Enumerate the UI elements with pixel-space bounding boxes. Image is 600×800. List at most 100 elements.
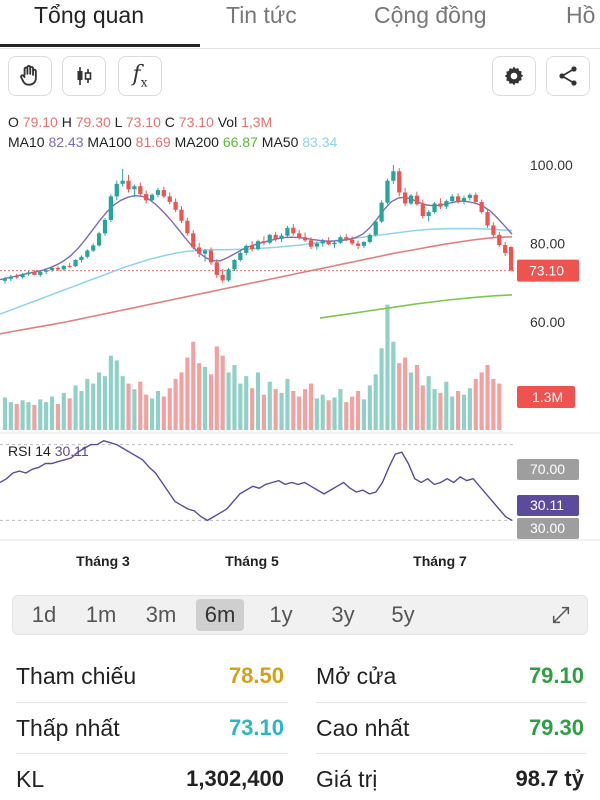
settings-button[interactable] (492, 56, 536, 96)
chart-type-button[interactable] (62, 56, 106, 96)
divider (316, 753, 586, 754)
volume-bar (414, 365, 419, 430)
tham-chieu-value: 78.50 (228, 663, 284, 688)
tab-tin-tuc[interactable]: Tin tức (226, 2, 297, 28)
volume-bar (214, 346, 219, 430)
candle-body (391, 171, 396, 181)
candle-body (302, 237, 308, 241)
candle-body (367, 234, 372, 242)
candle-body (55, 267, 61, 270)
volume-bar (461, 394, 467, 430)
volume-bar (232, 365, 237, 430)
volume-bar (49, 396, 55, 430)
volume-bar (250, 388, 255, 430)
drawing-tool-button[interactable] (8, 56, 52, 96)
candle-body (385, 180, 390, 203)
volume-bar (320, 394, 325, 430)
x-axis-label: Tháng 3 (76, 553, 130, 569)
tab-ho[interactable]: Hồ (566, 2, 596, 28)
chart-toolbar: fx (0, 56, 600, 100)
candle-body (96, 233, 102, 246)
ma-readout: MA10 82.43 MA100 81.69 MA200 66.87 MA50 … (8, 134, 338, 150)
volume-bar (267, 381, 272, 430)
rsi-level-badge (517, 459, 579, 480)
candle-body (185, 220, 190, 234)
candle-body (420, 204, 425, 217)
volume-bar (197, 363, 202, 430)
volume-bar (161, 396, 166, 430)
divider (316, 702, 586, 703)
period-1y[interactable]: 1y (269, 602, 293, 627)
candle-body (455, 196, 461, 202)
candle-body (73, 259, 78, 267)
volume-bar (79, 391, 84, 430)
candle-body (361, 241, 367, 246)
candle-body (91, 245, 96, 251)
rsi-level-label: 70.00 (530, 461, 565, 477)
tab-tong-quan[interactable]: Tổng quan (34, 2, 144, 28)
volume-bar (467, 388, 472, 430)
volume-bar (226, 372, 231, 430)
divider (16, 702, 288, 703)
volume-bar (108, 355, 113, 430)
period-6m[interactable]: 6m (196, 599, 244, 631)
share-button[interactable] (546, 56, 590, 96)
volume-bar (102, 376, 108, 430)
candle-body (473, 194, 478, 202)
candle-body (355, 243, 361, 246)
volume-bar (420, 385, 425, 430)
volume-bar (485, 365, 490, 430)
candle-body (155, 190, 161, 195)
volume-bar (456, 391, 461, 430)
candle-body (191, 233, 196, 248)
volume-bar (150, 398, 155, 430)
volume-bar (479, 372, 484, 430)
volume-bar (408, 372, 414, 430)
volume-bar (297, 396, 302, 430)
candle-body (485, 212, 490, 226)
volume-bar (202, 366, 208, 430)
candle-body (79, 256, 84, 260)
volume-bar (26, 402, 31, 430)
rsi-title: RSI 14 30.11 (8, 443, 89, 459)
gia-tri-label: Giá trị (316, 766, 378, 792)
candle-body (379, 202, 384, 222)
volume-bar (326, 400, 331, 430)
volume-bar (397, 363, 402, 430)
gear-icon (504, 66, 524, 86)
volume-badge (517, 386, 575, 408)
candle-body (138, 186, 143, 195)
volume-bar (85, 378, 90, 430)
tab-bar: Tổng quan Tin tức Cộng đồng Hồ (0, 0, 600, 49)
candle-body (497, 234, 502, 246)
candle-body (149, 194, 155, 201)
volume-bar (379, 348, 384, 430)
volume-bar (450, 396, 455, 430)
ma100-line (0, 236, 513, 335)
candle-body (61, 265, 66, 270)
candle-body (414, 195, 420, 205)
candle-body (279, 235, 284, 239)
period-3m[interactable]: 3m (145, 602, 177, 627)
rsi-level-label: 30.00 (530, 520, 565, 536)
gia-tri-value: 98.7 tỷ (515, 766, 585, 791)
period-3y[interactable]: 3y (331, 602, 355, 627)
candle-body (503, 245, 508, 253)
period-5y[interactable]: 5y (391, 602, 415, 627)
period-1m[interactable]: 1m (85, 602, 117, 627)
rsi-title-value: 30.11 (55, 443, 89, 459)
indicator-button[interactable]: fx (118, 56, 162, 96)
candle-body (285, 227, 290, 236)
expand-button[interactable] (543, 599, 579, 631)
candle-body (297, 233, 302, 238)
tab-cong-dong[interactable]: Cộng đồng (374, 2, 487, 28)
candle-body (49, 267, 55, 271)
rsi-value-badge (517, 495, 579, 516)
candle-body (373, 221, 378, 235)
period-1d[interactable]: 1d (31, 602, 57, 627)
candle-body (249, 245, 255, 249)
candle-body (85, 250, 90, 257)
candle-body (26, 272, 31, 275)
thap-nhat-value: 73.10 (228, 715, 284, 740)
